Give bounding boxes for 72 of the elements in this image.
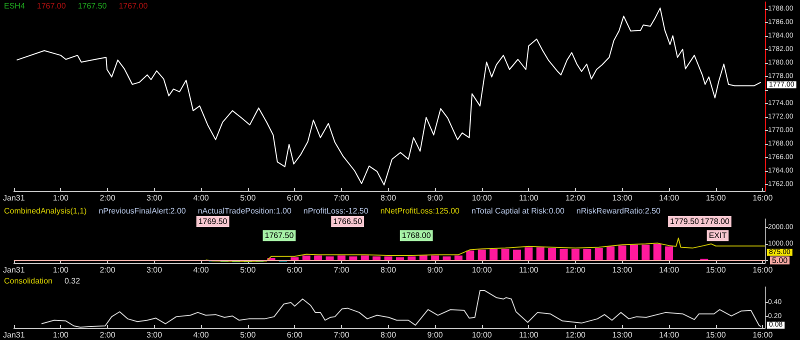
x-tick-label: 8:00 [380,266,397,274]
x-tick-label: 16:00 [752,194,774,202]
x-tick-label: 14:00 [659,194,680,202]
x-tick-label: 13:00 [612,266,633,274]
annotation: 1767.50 [78,2,108,10]
text: nTotal Captial at Risk:0.00 [471,206,565,216]
annotation: 1767.00 [36,2,66,10]
x-tick-label: 16:00 [752,266,774,274]
x-tick-label: 3:00 [146,330,163,340]
x-tick-label: 4:00 [193,330,210,340]
annotation: 1779.50 [670,216,700,226]
chart-title: Consolidation [4,276,52,286]
ref-line-label: 5.00 [772,256,788,265]
annotation: 1778.00 [700,216,730,226]
x-tick-label: 10:00 [472,194,492,202]
x-tick-label: 7:00 [334,194,350,202]
x-tick-label: 1:00 [52,194,70,202]
text: nProfitLoss:-12.50 [303,206,369,216]
annotation: 1768.00 [402,231,432,240]
text: nRiskRewardRatio:2.50 [576,206,662,216]
x-tick-label: 11:00 [518,266,539,274]
x-tick-label: 7:00 [334,266,350,274]
annotation: 1766.50 [333,216,363,226]
x-tick-label: 4:00 [193,194,210,202]
x-tick-label: Jan31 [3,266,26,274]
x-tick-label: 15:00 [706,194,726,202]
text: nNetProfitLoss:125.00 [380,206,460,216]
x-tick-label: 9:00 [427,194,444,202]
x-tick-label: 2:00 [100,330,116,340]
x-tick-label: 13:00 [612,194,633,202]
x-tick-label: 3:00 [146,194,163,202]
x-tick-label: 11:00 [518,194,539,202]
x-tick-label: 6:00 [286,266,304,274]
x-tick-label: 15:00 [706,330,726,340]
text: nActualTradePosition:1.00 [198,206,292,216]
text: nPreviousFinalAlert:2.00 [98,206,186,216]
x-tick-label: Jan31 [3,330,26,340]
x-tick-label: 16:00 [752,330,774,340]
x-tick-label: 9:00 [427,266,444,274]
x-tick-label: 12:00 [565,330,586,340]
x-tick-label: 2:00 [100,194,116,202]
x-tick-label: 9:00 [427,330,444,340]
x-tick-label: 15:00 [706,266,726,274]
annotation: 1767.00 [118,2,148,10]
chart-title: ESH4 [4,2,26,10]
text: 0.32 [64,276,81,286]
x-tick-label: 6:00 [286,330,304,340]
x-tick-label: 1:00 [52,330,70,340]
x-tick-label: Jan31 [3,194,26,202]
x-tick-label: 14:00 [659,330,680,340]
chart-title: CombinedAnalysis(1,1) [4,206,88,216]
x-tick-label: 8:00 [380,194,397,202]
x-tick-label: 11:00 [518,330,539,340]
x-tick-label: 6:00 [286,194,304,202]
x-tick-label: 10:00 [472,266,492,274]
x-tick-label: 5:00 [240,194,256,202]
x-tick-label: 1:00 [52,266,70,274]
x-tick-label: 2:00 [100,266,116,274]
x-tick-label: 3:00 [146,266,163,274]
x-tick-label: 12:00 [565,266,586,274]
x-tick-label: 4:00 [193,266,210,274]
x-tick-label: 8:00 [380,330,397,340]
x-tick-label: 12:00 [565,194,586,202]
x-tick-label: 13:00 [612,330,633,340]
x-tick-label: 5:00 [240,330,256,340]
x-tick-label: 7:00 [334,330,350,340]
x-tick-label: 5:00 [240,266,256,274]
annotation: EXIT [708,231,727,240]
x-tick-label: 14:00 [659,266,680,274]
x-tick-label: 10:00 [472,330,492,340]
annotation: 1769.50 [198,216,228,226]
annotation: 1767.50 [264,231,294,240]
